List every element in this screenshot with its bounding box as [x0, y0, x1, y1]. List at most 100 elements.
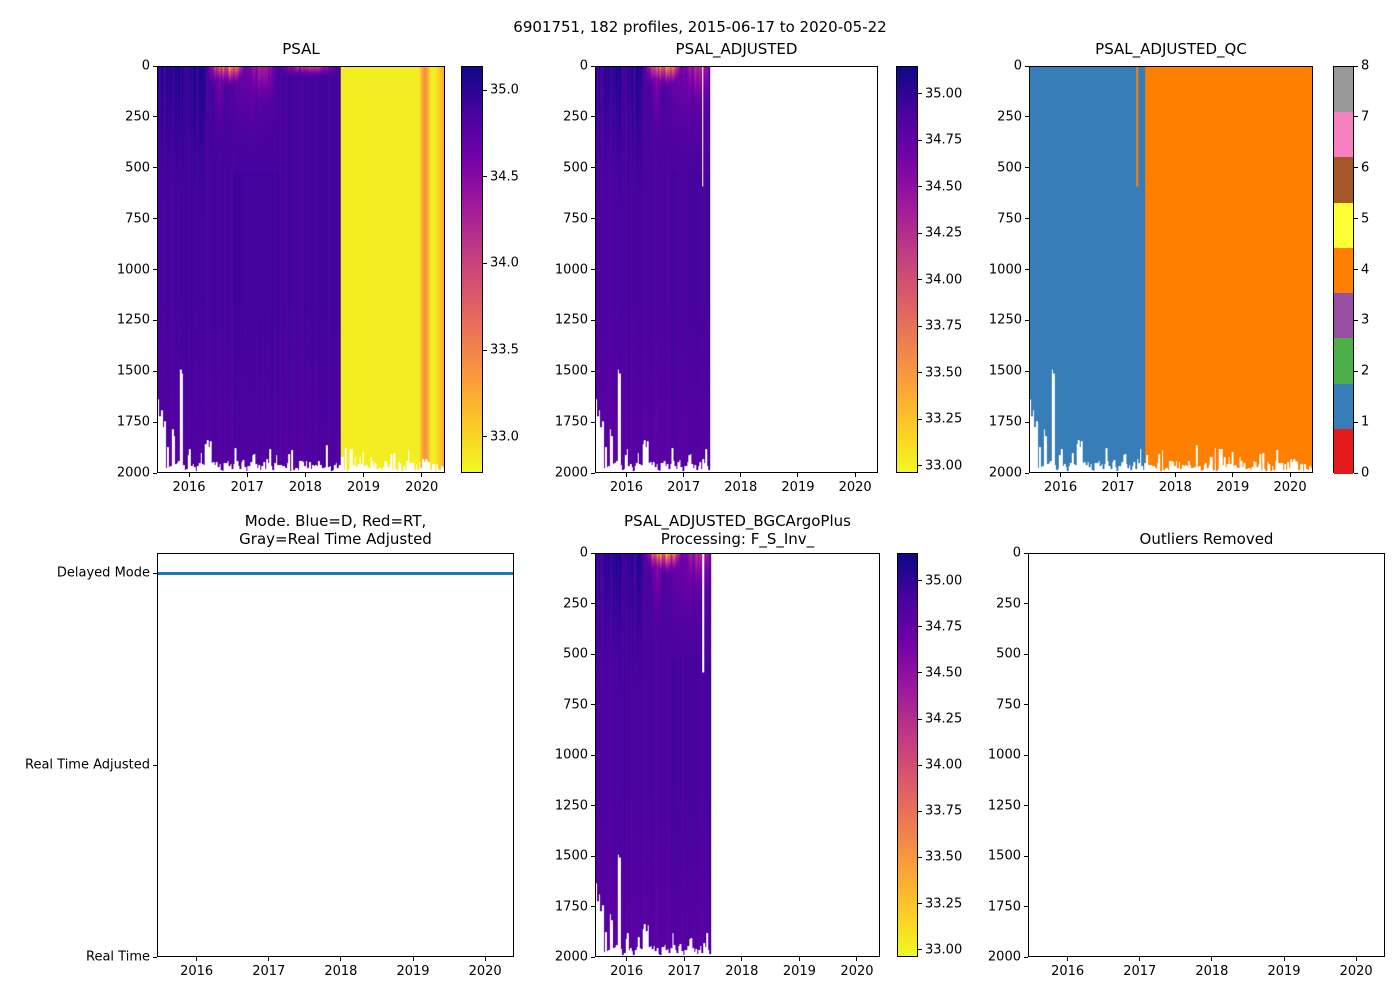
y-tick: [591, 603, 595, 604]
depth-tick-label: 1250: [116, 312, 150, 328]
qc-flag-swatch: [1334, 338, 1353, 385]
x-tick: [1139, 957, 1141, 961]
y-tick: [153, 472, 157, 474]
depth-tick-label: 1000: [554, 747, 588, 763]
y-tick: [591, 956, 595, 958]
colorbar-tick-label: 33.25: [925, 411, 963, 427]
x-tick: [268, 957, 270, 961]
mode-category-label: Delayed Mode: [56, 565, 150, 581]
x-tick-label: 2016: [610, 964, 644, 979]
x-tick: [421, 473, 423, 477]
y-tick: [1025, 472, 1029, 474]
depth-tick-label: 250: [125, 109, 150, 125]
colorbar-tick: [483, 89, 487, 91]
depth-tick-label: 1000: [988, 262, 1022, 277]
x-tick: [1067, 957, 1069, 961]
y-tick: [591, 421, 595, 423]
y-tick: [591, 805, 595, 806]
mode-delayed-line: [158, 572, 513, 575]
depth-tick-label: 750: [125, 211, 150, 227]
y-tick: [1025, 319, 1029, 321]
outliers-title: Outliers Removed: [1139, 530, 1274, 548]
colorbar-tick-label: 6: [1361, 160, 1370, 176]
colorbar-tick-label: 35.00: [925, 573, 963, 589]
colorbar-tick-label: 34.25: [925, 225, 963, 241]
colorbar-tick-label: 34.0: [490, 255, 519, 271]
colorbar-tick: [1354, 319, 1358, 321]
colorbar-tick: [918, 465, 922, 467]
x-tick: [304, 473, 306, 477]
depth-tick-label: 500: [996, 646, 1021, 662]
colorbar-tick-label: 34.75: [925, 619, 963, 635]
y-tick: [591, 653, 595, 655]
depth-tick-label: 500: [563, 646, 588, 662]
colorbar-tick: [483, 349, 487, 351]
bgc-adjusted-colorbar: [897, 553, 918, 957]
axes-mode: [157, 553, 514, 957]
x-tick: [798, 957, 800, 961]
colorbar-tick-label: 33.25: [925, 896, 963, 911]
x-tick-label: 2018: [1195, 964, 1229, 979]
x-tick: [740, 473, 742, 477]
x-tick: [741, 957, 743, 961]
qc-flag-swatch: [1334, 157, 1353, 204]
y-tick: [153, 370, 157, 372]
colorbar-tick-label: 34.00: [925, 757, 963, 773]
x-tick-label: 2019: [1216, 480, 1250, 495]
x-tick: [854, 473, 856, 477]
y-tick: [1024, 704, 1028, 705]
x-tick-label: 2020: [840, 964, 874, 979]
depth-tick-label: 1000: [116, 262, 150, 277]
depth-tick-label: 500: [125, 160, 150, 176]
depth-tick-label: 1750: [987, 899, 1021, 914]
mode-title-line1: Mode. Blue=D, Red=RT,: [244, 512, 427, 530]
x-tick-label: 2020: [1273, 480, 1307, 495]
depth-tick-label: 1750: [988, 414, 1022, 430]
colorbar-tick: [918, 279, 922, 281]
colorbar-tick: [918, 325, 922, 327]
qc-flag-swatch: [1334, 67, 1353, 113]
mode-title-line2: Gray=Real Time Adjusted: [239, 530, 432, 548]
colorbar-tick-label: 4: [1361, 262, 1370, 277]
x-tick-label: 2020: [838, 480, 872, 495]
mode-category-tick: [153, 764, 157, 766]
colorbar-tick: [1354, 167, 1358, 169]
x-tick-label: 2019: [346, 480, 381, 495]
colorbar-tick-label: 33.75: [925, 318, 963, 334]
x-tick: [1060, 473, 1062, 477]
colorbar-tick: [918, 764, 922, 766]
x-tick-label: 2017: [1101, 480, 1135, 495]
bgc-title-line2: Processing: F_S_Inv_: [660, 530, 815, 548]
x-tick-label: 2020: [405, 480, 439, 495]
y-tick: [153, 167, 157, 169]
depth-tick-label: 1000: [987, 747, 1021, 763]
colorbar-tick: [483, 176, 487, 178]
x-tick: [1355, 957, 1357, 961]
x-tick: [1117, 473, 1119, 477]
x-tick-label: 2017: [252, 964, 286, 979]
y-tick: [591, 319, 595, 321]
x-tick-label: 2018: [288, 480, 322, 495]
x-tick: [683, 957, 685, 961]
colorbar-tick-label: 0: [1361, 465, 1370, 481]
depth-tick-label: 0: [579, 545, 588, 561]
x-tick-label: 2018: [1158, 480, 1192, 495]
x-tick: [484, 957, 486, 961]
depth-tick-label: 750: [996, 697, 1021, 712]
x-tick: [683, 473, 685, 477]
y-tick: [1024, 805, 1028, 806]
axes-outliers-removed: [1028, 553, 1385, 957]
x-tick: [1283, 957, 1285, 961]
colorbar-tick: [1354, 421, 1358, 423]
y-tick: [153, 116, 157, 118]
colorbar-tick-label: 33.5: [490, 342, 519, 358]
y-tick: [1025, 167, 1029, 169]
x-tick-label: 2017: [667, 480, 701, 495]
y-tick: [591, 855, 595, 857]
psal-adjusted-qc-title: PSAL_ADJUSTED_QC: [1095, 40, 1247, 58]
colorbar-tick-label: 2: [1361, 363, 1370, 379]
x-tick: [1174, 473, 1176, 477]
depth-tick-label: 1750: [554, 414, 588, 430]
psal-colorbar: [461, 66, 483, 473]
x-tick: [412, 957, 414, 961]
